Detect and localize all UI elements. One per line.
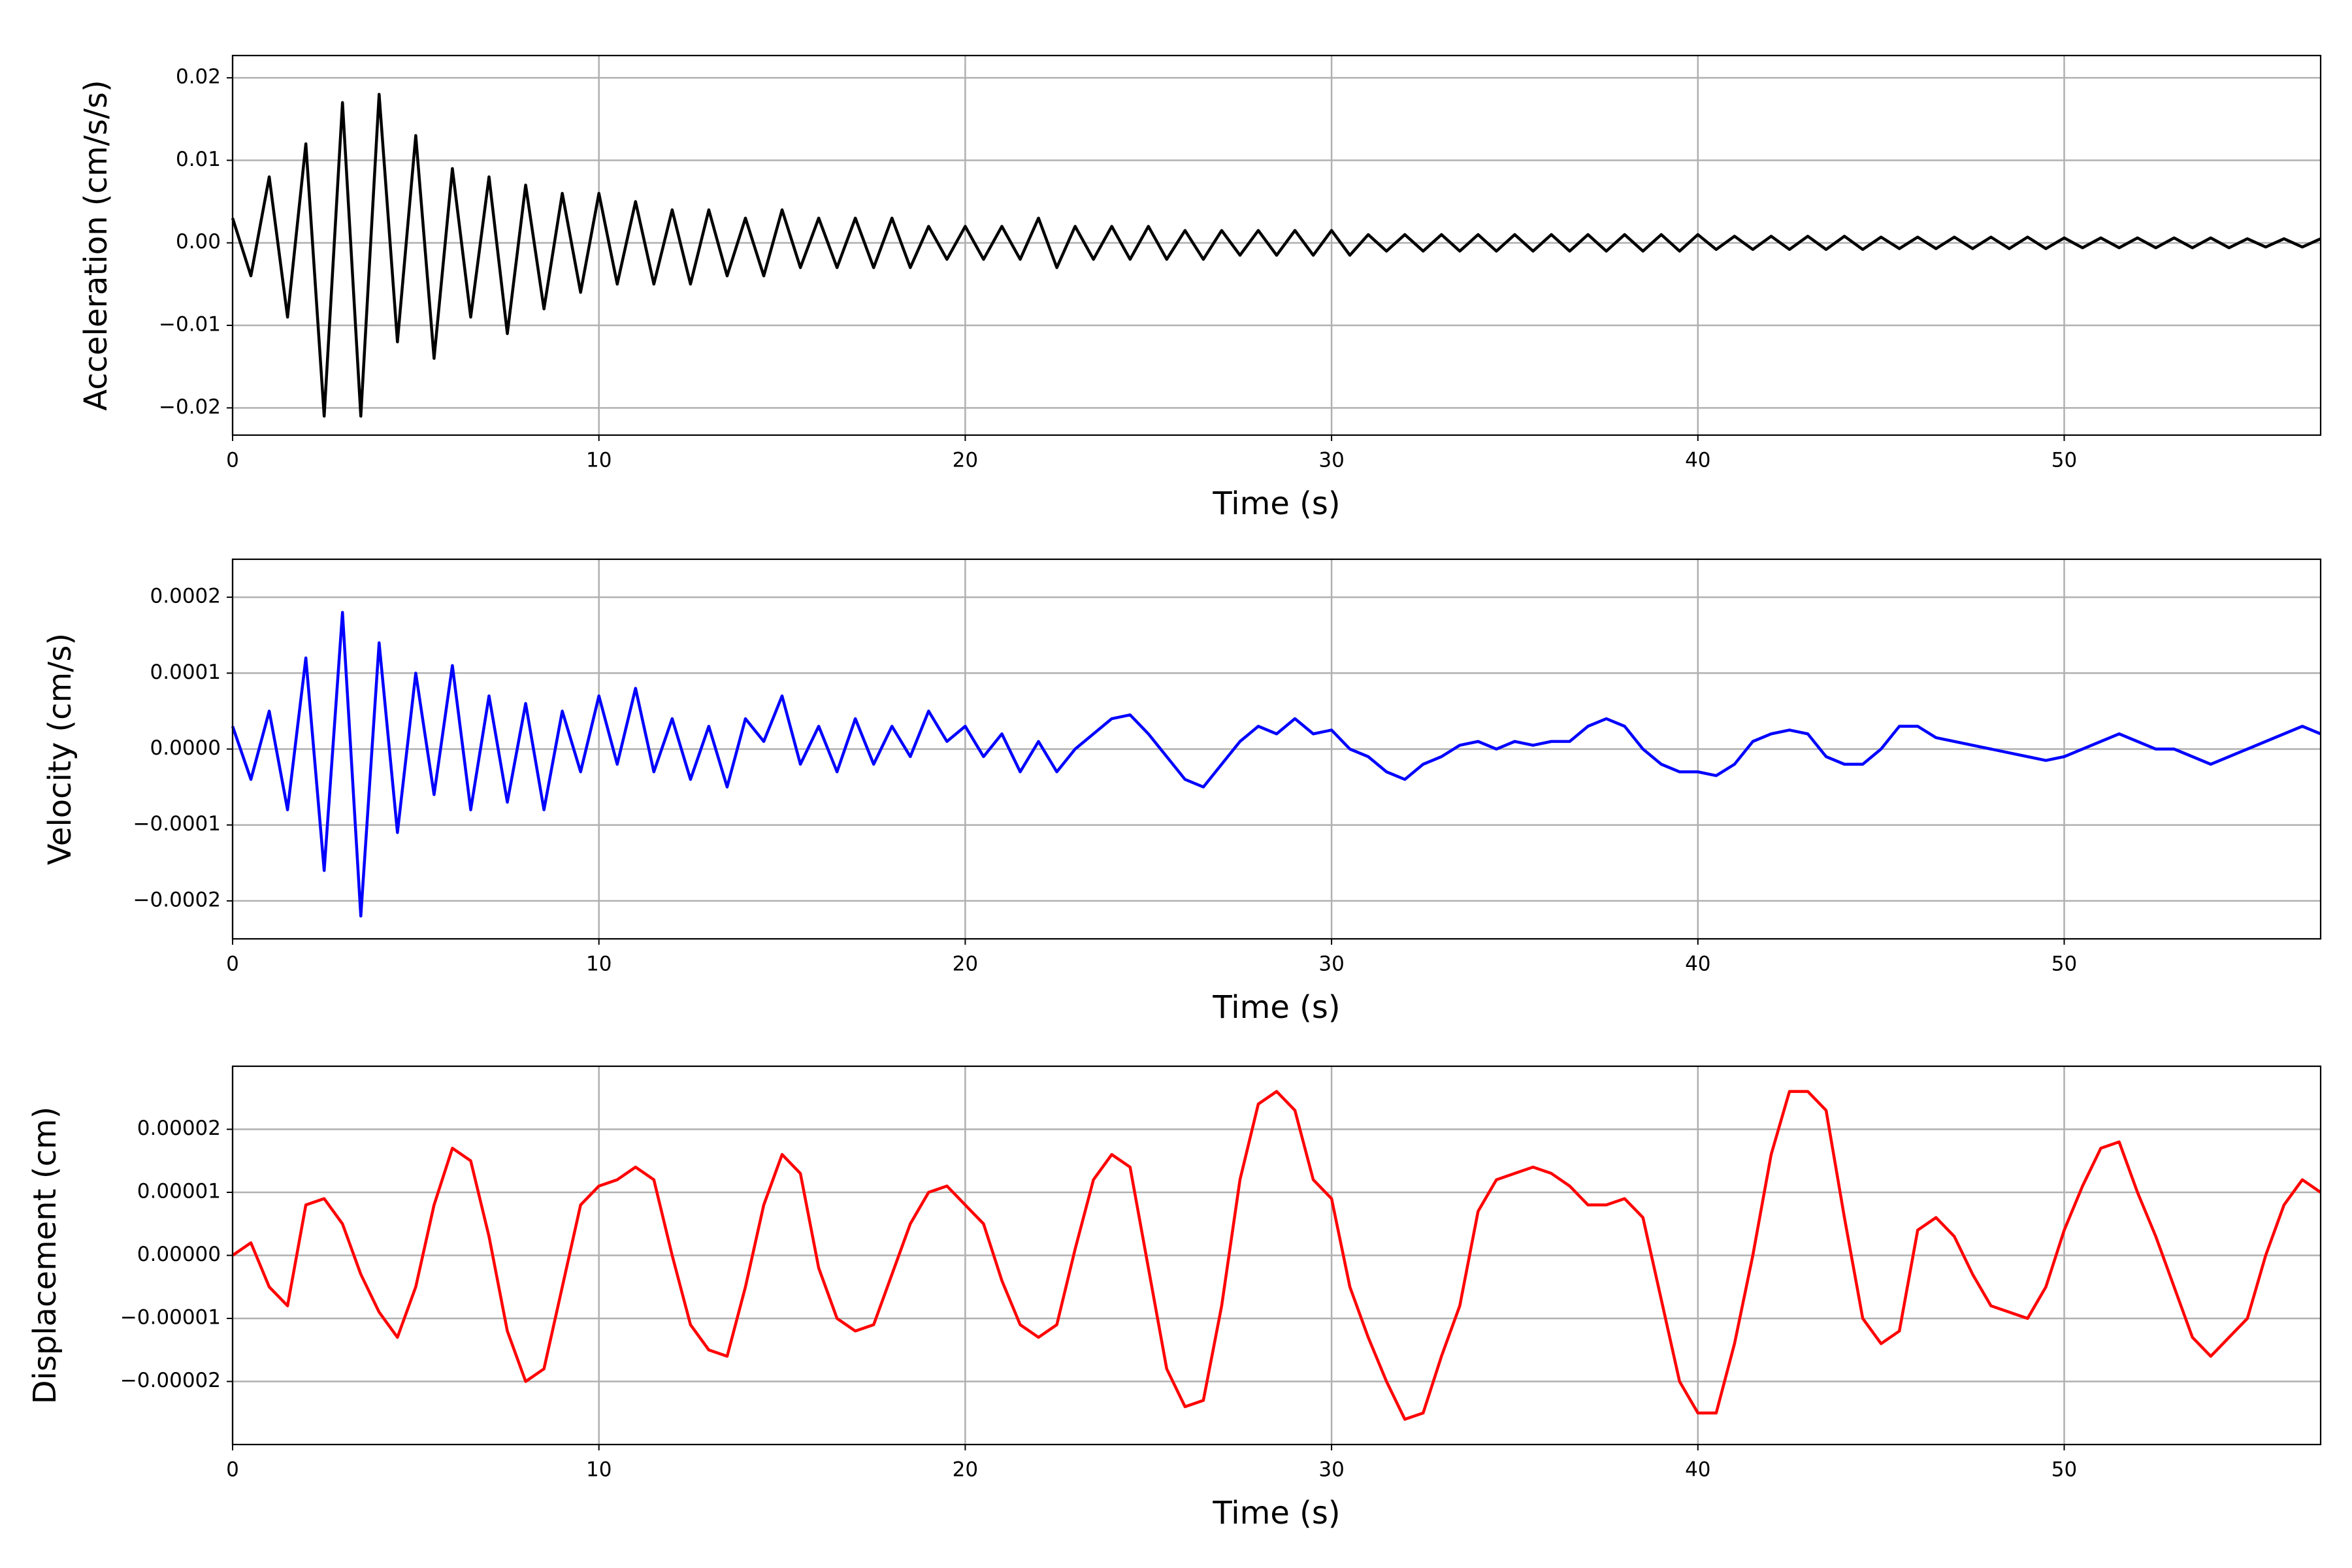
x-tick-label: 50 — [2051, 449, 2077, 472]
x-tick-label: 30 — [1318, 953, 1344, 976]
x-tick-label: 20 — [953, 1458, 978, 1482]
y-tick-label: −0.0002 — [133, 888, 221, 911]
x-tick-label: 0 — [226, 1458, 239, 1482]
y-tick-label: 0.00001 — [137, 1180, 221, 1203]
y-axis-label: Acceleration (cm/s/s) — [78, 80, 114, 410]
x-tick-label: 30 — [1318, 1458, 1344, 1482]
y-tick-label: −0.01 — [159, 313, 221, 336]
axes-frame — [231, 1065, 2322, 1446]
x-tick-label: 0 — [226, 449, 239, 472]
x-tick-label: 0 — [226, 953, 239, 976]
data-line — [231, 93, 2321, 418]
y-tick-label: 0.00000 — [137, 1243, 221, 1266]
x-tick-label: 30 — [1318, 449, 1344, 472]
data-line — [231, 1090, 2322, 1421]
x-tick-label: 40 — [1685, 953, 1710, 976]
y-tick-label: −0.0001 — [133, 812, 221, 836]
axes-frame — [231, 558, 2322, 940]
x-tick-label: 20 — [953, 449, 978, 472]
x-tick-label: 40 — [1685, 449, 1710, 472]
y-axis-label: Velocity (cm/s) — [42, 633, 78, 865]
x-tick-label: 10 — [586, 953, 612, 976]
y-tick-label: −0.00002 — [120, 1369, 221, 1392]
y-axis-label: Displacement (cm) — [27, 1107, 63, 1405]
x-tick-label: 10 — [586, 1458, 612, 1482]
y-tick-label: 0.0001 — [150, 661, 221, 684]
x-tick-label: 10 — [586, 449, 612, 472]
x-tick-label: 20 — [953, 953, 978, 976]
y-tick-label: 0.02 — [176, 65, 221, 89]
x-tick-label: 50 — [2051, 1458, 2077, 1482]
y-tick-label: 0.01 — [176, 148, 221, 171]
data-line — [231, 611, 2321, 918]
y-tick-label: −0.00001 — [120, 1306, 221, 1330]
y-tick-label: 0.00 — [176, 230, 221, 253]
y-tick-label: 0.0000 — [150, 736, 221, 760]
x-axis-label: Time (s) — [1212, 989, 1340, 1026]
x-axis-label: Time (s) — [1212, 1495, 1340, 1531]
y-tick-label: −0.02 — [159, 395, 221, 419]
x-tick-label: 50 — [2051, 953, 2077, 976]
x-tick-label: 40 — [1685, 1458, 1710, 1482]
y-tick-label: 0.00002 — [137, 1117, 221, 1140]
x-axis-label: Time (s) — [1212, 485, 1340, 522]
y-tick-label: 0.0002 — [150, 585, 221, 608]
axes-frame — [231, 54, 2322, 436]
